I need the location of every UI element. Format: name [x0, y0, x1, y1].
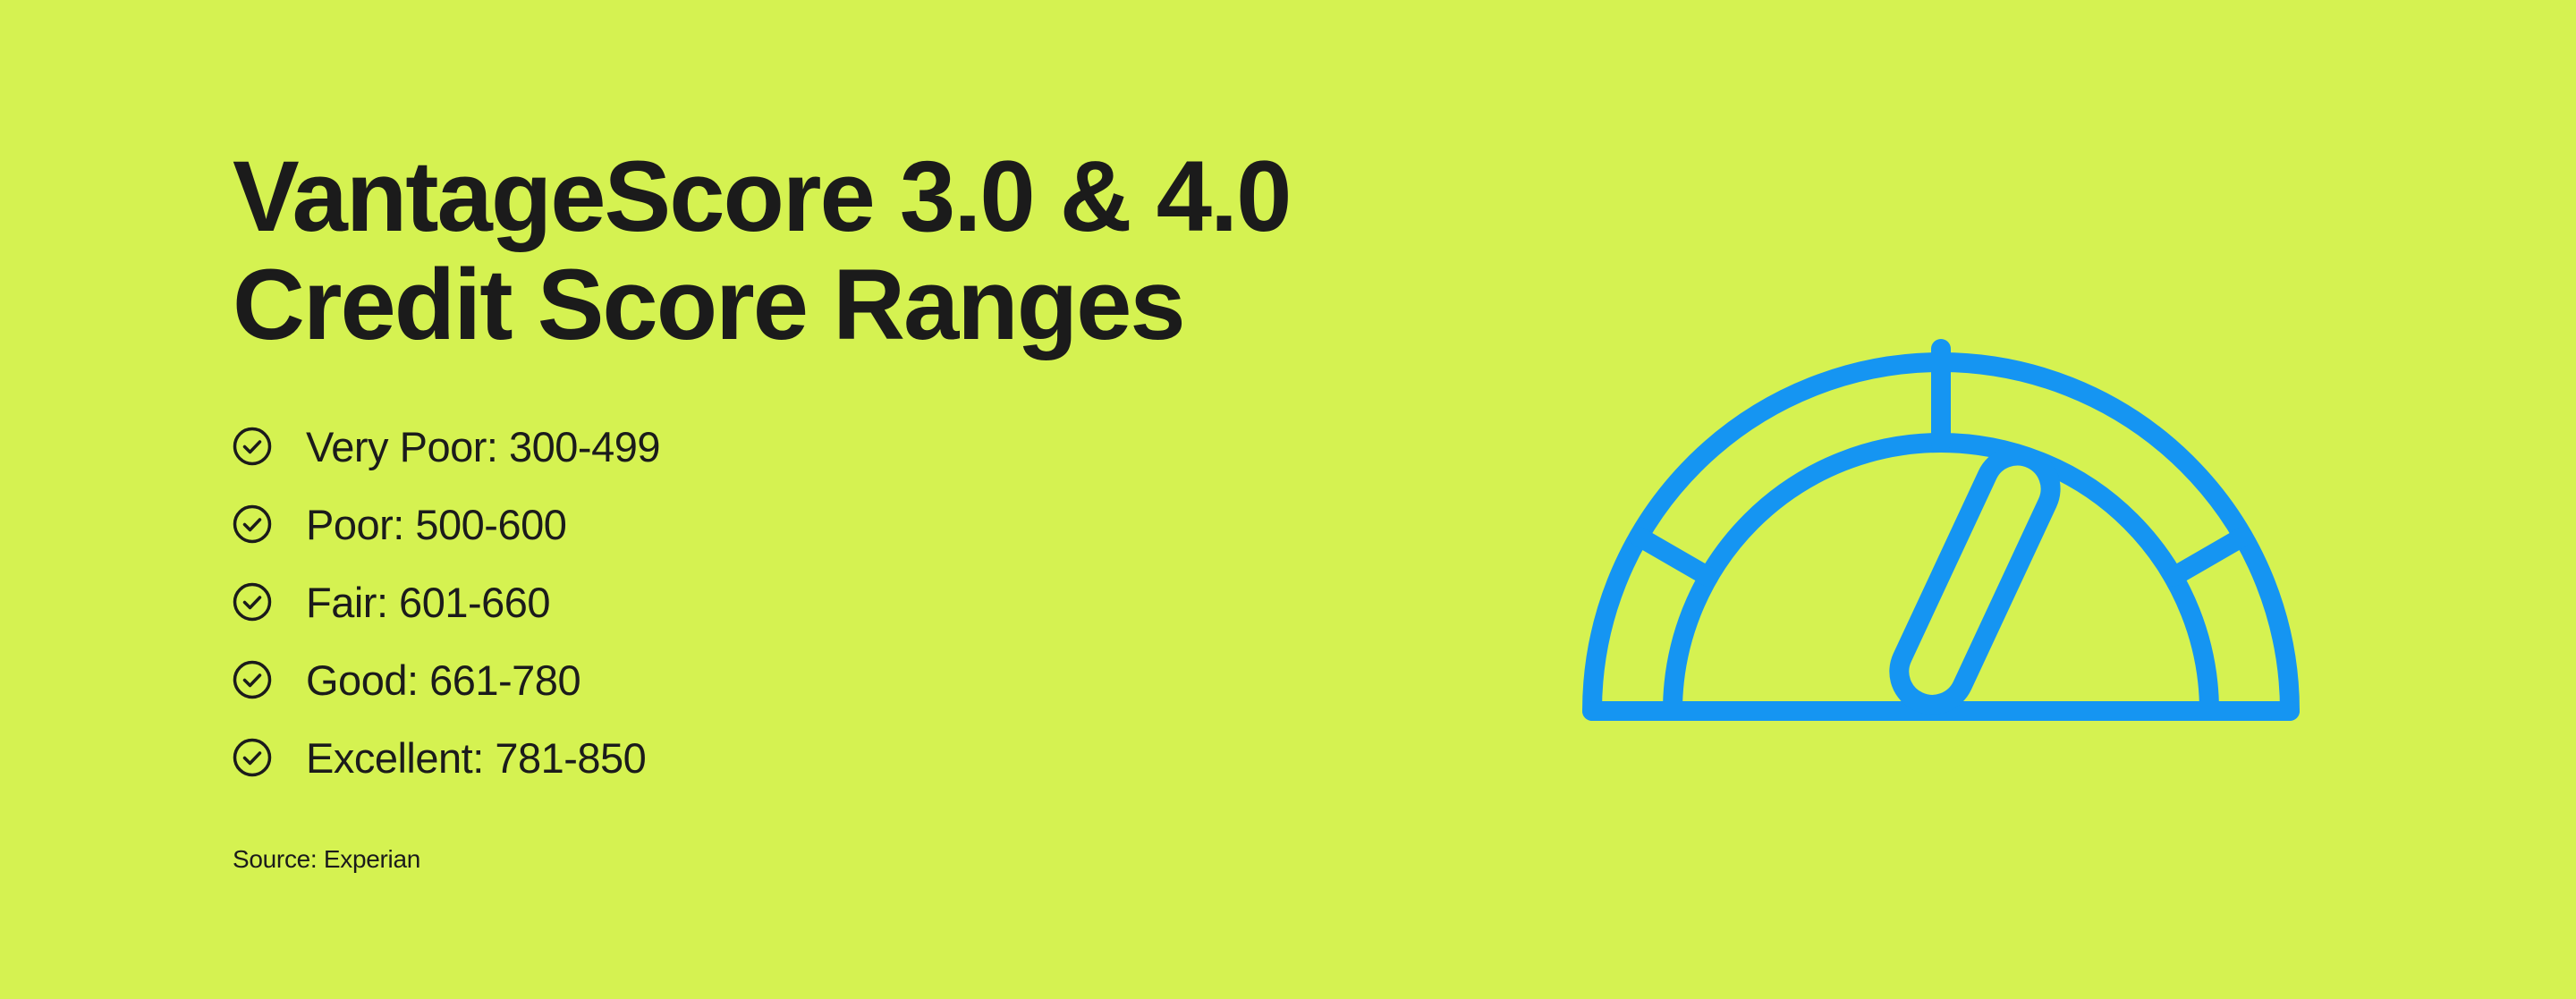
checkmark-icon: [233, 582, 272, 622]
gauge-icon: [1538, 264, 2343, 765]
list-item-label: Excellent: 781-850: [306, 733, 646, 783]
title-line-2: Credit Score Ranges: [233, 249, 1184, 360]
list-item-label: Good: 661-780: [306, 656, 580, 705]
checkmark-icon: [233, 738, 272, 777]
list-item: Fair: 601-660: [233, 578, 1290, 627]
list-item: Good: 661-780: [233, 656, 1290, 705]
infographic-page: VantageScore 3.0 & 4.0 Credit Score Rang…: [0, 0, 2576, 999]
checkmark-icon: [233, 504, 272, 544]
list-item: Excellent: 781-850: [233, 733, 1290, 783]
list-item-label: Very Poor: 300-499: [306, 422, 660, 471]
list-item-label: Poor: 500-600: [306, 500, 566, 549]
list-item-label: Fair: 601-660: [306, 578, 550, 627]
checkmark-icon: [233, 660, 272, 699]
text-column: VantageScore 3.0 & 4.0 Credit Score Rang…: [233, 143, 1290, 874]
page-title: VantageScore 3.0 & 4.0 Credit Score Rang…: [233, 143, 1290, 360]
list-item: Very Poor: 300-499: [233, 422, 1290, 471]
list-item: Poor: 500-600: [233, 500, 1290, 549]
title-line-1: VantageScore 3.0 & 4.0: [233, 140, 1290, 252]
source-label: Source: Experian: [233, 845, 1290, 874]
checkmark-icon: [233, 427, 272, 466]
score-range-list: Very Poor: 300-499 Poor: 500-600: [233, 422, 1290, 783]
